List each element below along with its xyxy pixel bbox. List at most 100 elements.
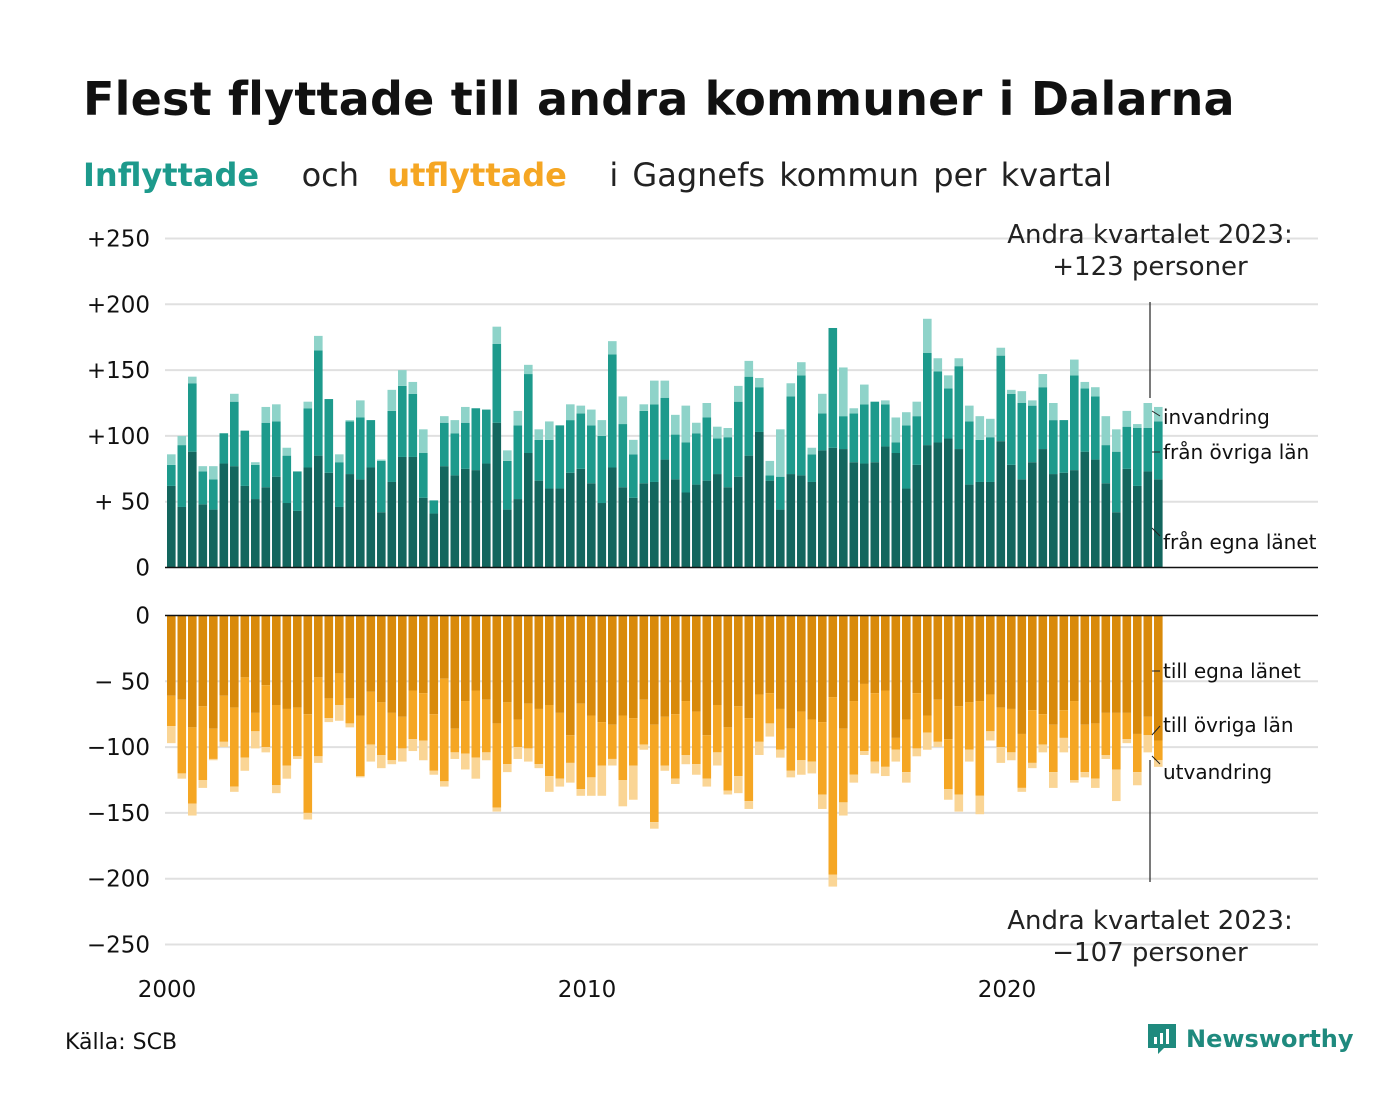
bar-top-egna: [335, 506, 344, 568]
bar-top-egna: [1122, 468, 1132, 568]
bar-top-egna: [1133, 485, 1142, 568]
bar-top-egna: [807, 481, 817, 568]
bar-top-invandring: [755, 377, 764, 388]
bar-top-egna: [545, 488, 554, 568]
bar-bottom-egna: [419, 615, 428, 694]
bar-bottom-ovriga: [797, 711, 806, 761]
bar-top-egna: [1028, 462, 1037, 568]
bar-top-invandring: [923, 318, 932, 353]
bar-bottom-egna: [786, 615, 796, 729]
bar-top-egna: [177, 506, 187, 568]
bar-bottom-utvandring: [1080, 772, 1090, 778]
bar-top-ovriga: [818, 413, 827, 451]
bar-top-ovriga: [492, 343, 502, 423]
bar-bottom-utvandring: [681, 754, 691, 765]
bar-top-egna: [198, 504, 208, 568]
bar-top-egna: [303, 467, 313, 568]
bar-bottom-ovriga: [1049, 724, 1058, 773]
bar-top-egna: [345, 474, 355, 568]
chart-title: Flest flyttade till andra kommuner i Dal…: [83, 72, 1235, 126]
bar-bottom-egna: [1122, 615, 1132, 713]
bar-top-invandring: [965, 405, 974, 422]
bar-bottom-ovriga: [335, 673, 344, 705]
x-tick-label: 2010: [558, 977, 617, 1003]
bar-top-egna: [839, 449, 848, 568]
bar-top-ovriga: [1017, 403, 1027, 480]
bar-bottom-ovriga: [1017, 733, 1027, 788]
bar-bottom-egna: [1028, 615, 1037, 711]
bar-top-ovriga: [1028, 405, 1037, 463]
bar-bottom-ovriga: [492, 723, 502, 808]
bar-top-ovriga: [188, 383, 197, 452]
bar-top-invandring: [545, 421, 554, 440]
bar-top-ovriga: [524, 374, 533, 454]
bar-top-egna: [377, 512, 386, 568]
bar-top-invandring: [1133, 424, 1142, 429]
bar-bottom-egna: [177, 615, 187, 700]
bar-top-ovriga: [923, 352, 932, 446]
bar-top-ovriga: [786, 396, 796, 475]
bar-bottom-egna: [849, 615, 859, 702]
bar-bottom-utvandring: [1143, 735, 1153, 753]
bar-top-ovriga: [860, 404, 869, 464]
bar-bottom-egna: [576, 615, 586, 704]
bar-bottom-egna: [387, 615, 397, 713]
bar-top-invandring: [1070, 359, 1079, 376]
bar-bottom-egna: [954, 615, 964, 707]
bar-top-invandring: [261, 406, 271, 423]
bar-top-invandring: [377, 459, 386, 461]
bar-bottom-egna: [282, 615, 292, 709]
bar-top-ovriga: [702, 417, 712, 481]
bar-bottom-utvandring: [755, 741, 764, 755]
y-tick-label-top: +100: [87, 424, 150, 450]
bar-top-egna: [1007, 464, 1016, 568]
bar-bottom-egna: [450, 615, 460, 729]
bar-top-egna: [755, 431, 764, 568]
bar-top-ovriga: [324, 399, 334, 473]
bar-top-egna: [1070, 470, 1079, 568]
bar-bottom-ovriga: [324, 698, 334, 719]
bar-top-egna: [1049, 474, 1058, 568]
bar-bottom-egna: [261, 615, 271, 686]
bar-top-egna: [188, 451, 197, 568]
bar-bottom-utvandring: [860, 751, 869, 755]
bar-bottom-egna: [272, 615, 281, 705]
bar-bottom-ovriga: [524, 703, 533, 749]
bar-bottom-utvandring: [188, 803, 197, 816]
y-tick-label-top: +200: [87, 292, 150, 318]
bar-bottom-ovriga: [975, 701, 985, 796]
bar-bottom-egna: [492, 615, 502, 724]
bar-bottom-ovriga: [209, 728, 218, 759]
bar-top-ovriga: [692, 433, 701, 485]
bar-bottom-egna: [744, 615, 754, 719]
bar-bottom-ovriga: [293, 707, 302, 757]
bar-top-egna: [282, 503, 292, 568]
bar-bottom-ovriga: [776, 708, 785, 750]
bar-top-ovriga: [251, 464, 260, 500]
bar-top-egna: [450, 475, 460, 568]
bar-top-invandring: [912, 401, 922, 417]
bar-top-invandring: [860, 384, 869, 405]
bar-top-ovriga: [1049, 420, 1058, 475]
bar-bottom-ovriga: [944, 739, 953, 790]
bar-top-egna: [902, 488, 911, 568]
bar-bottom-utvandring: [1028, 762, 1037, 769]
bar-top-invandring: [188, 376, 197, 384]
bar-top-egna: [1091, 459, 1100, 568]
bar-bottom-egna: [1049, 615, 1058, 725]
bar-top-invandring: [356, 400, 365, 418]
bar-top-invandring: [618, 396, 628, 425]
bar-bottom-utvandring: [356, 776, 365, 778]
bar-top-egna: [954, 449, 964, 568]
bar-top-egna: [408, 456, 418, 568]
bar-top-ovriga: [933, 371, 943, 443]
bar-top-ovriga: [282, 455, 292, 504]
bar-top-invandring: [933, 358, 943, 372]
bar-bottom-utvandring: [1038, 744, 1048, 753]
bar-bottom-utvandring: [1070, 780, 1079, 783]
bar-top-invandring: [681, 405, 691, 443]
bar-bottom-utvandring: [1122, 739, 1132, 744]
bar-bottom-egna: [818, 615, 827, 723]
bar-bottom-ovriga: [692, 711, 701, 765]
bar-top-ovriga: [744, 376, 754, 456]
